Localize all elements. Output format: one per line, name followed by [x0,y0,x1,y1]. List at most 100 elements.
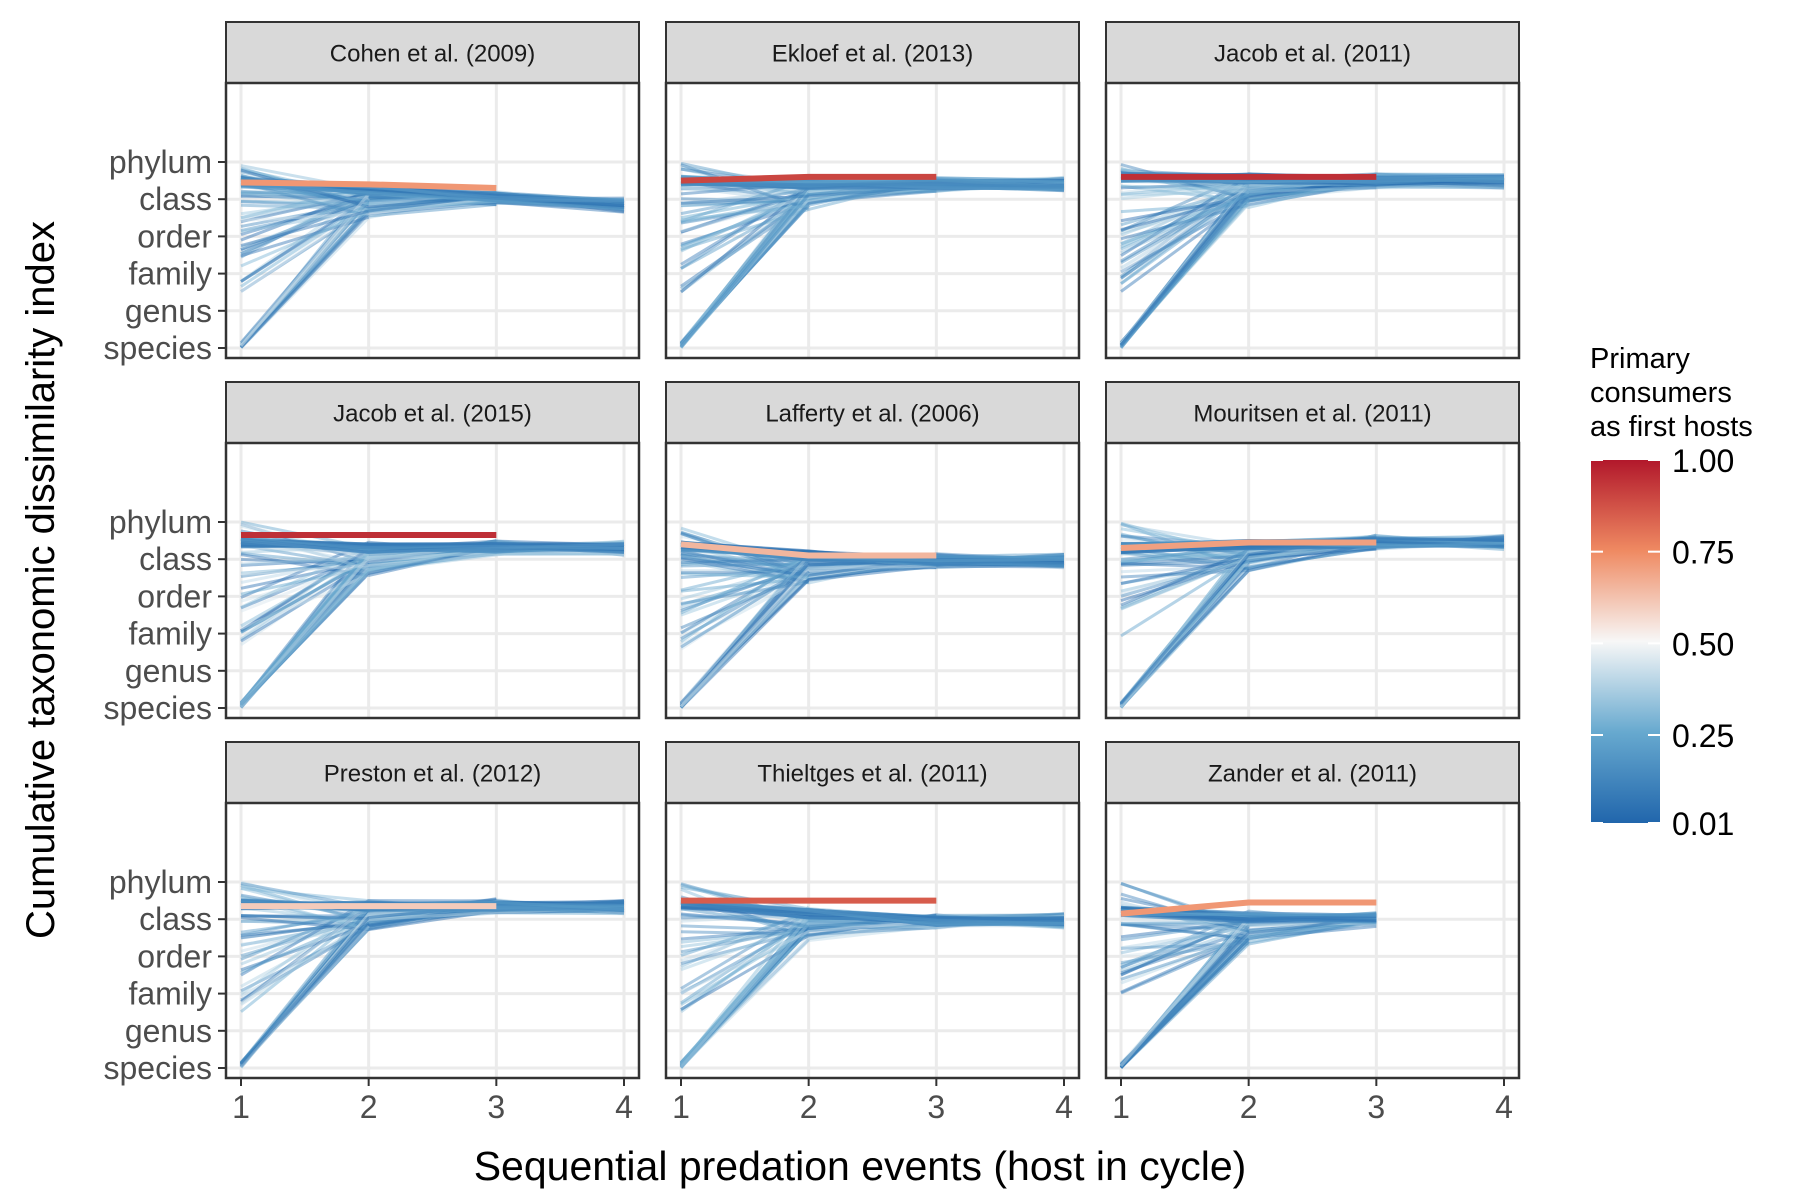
series-line [240,909,497,934]
series-line [240,552,370,628]
series-line [239,541,370,705]
series-line [1119,183,1377,349]
series-line [679,186,810,344]
series-line [680,883,937,925]
series-line [239,545,497,707]
series-line [1120,185,1505,197]
series-line [1119,200,1250,346]
series-line [679,928,810,1065]
series-line [680,552,809,584]
series-line [679,918,810,1067]
series-lines [1119,521,1505,709]
y-tick-label: family [128,616,212,652]
legend-label: 0.25 [1672,718,1734,754]
series-lines [239,164,625,350]
series-line [680,562,937,638]
legend-label: 0.50 [1672,626,1734,662]
series-line [1120,545,1377,570]
series-line [1119,929,1250,1067]
series-line [1119,562,1250,706]
series-line [679,185,937,344]
series-line [1119,185,1377,346]
series-line [239,563,370,706]
series-line [240,553,497,576]
series-line [240,539,625,555]
y-tick-label: order [137,938,212,974]
series-line [240,917,369,923]
series-line [240,552,625,566]
series-line [680,187,937,196]
series-line [240,194,497,236]
series-line [679,925,810,1068]
series-line [1120,174,1250,278]
series-line [679,570,810,707]
series-line [240,181,497,218]
series-line [680,572,809,579]
series-line [1120,548,1250,607]
series-line [680,554,937,585]
series-line [679,558,810,705]
series-line [1120,919,1377,995]
series-line [1119,915,1377,1068]
x-tick-label: 4 [1055,1089,1073,1125]
series-line [679,571,810,708]
series-line [239,909,497,1067]
series-line [1119,928,1250,1066]
series-line [240,909,369,937]
series-line [680,572,810,630]
series-line [239,544,370,707]
series-line [239,186,370,349]
series-line [1119,189,1250,347]
facet-panel: Ekloef et al. (2013) [664,21,1081,360]
facet-strip [225,381,640,444]
series-line [239,916,370,1064]
series-line [240,201,370,288]
series-line [680,576,809,593]
series-line [240,190,370,283]
series-line [1120,554,1249,566]
panel-border [664,801,1081,1080]
series-line [240,215,370,258]
series-line [679,920,810,1066]
series-line [240,200,369,228]
series-line [240,190,497,211]
series-line [240,199,370,283]
series-line [239,911,370,1068]
series-line [1120,180,1250,246]
series-lines [679,161,1065,349]
x-axis-title: Sequential predation events (host in cyc… [474,1143,1247,1189]
series-line [1119,932,1250,1067]
series-lines [1119,163,1505,349]
x-tick-label: 4 [1495,1089,1513,1125]
series-line [239,907,370,1066]
series-line [1120,560,1250,593]
series-line [1120,921,1377,981]
facet-strip [1105,741,1520,804]
series-line [239,556,370,708]
series-line [239,923,370,1068]
series-line [680,919,937,995]
plot-area [666,83,1079,358]
series-line [679,929,810,1069]
plot-area [666,443,1079,718]
series-line [1120,182,1249,196]
series-line [240,543,370,641]
series-line [1119,182,1250,348]
series-line [679,178,810,349]
series-line [679,564,1065,709]
series-line [1120,552,1249,564]
x-tick-label: 4 [615,1089,633,1125]
series-line [1119,916,1250,1068]
series-line [1120,918,1377,994]
facet-panel: Lafferty et al. (2006) [664,381,1081,720]
series-line [680,558,937,646]
series-line [680,917,810,963]
series-line [679,200,810,345]
series-line [239,924,370,1068]
series-line [680,196,810,248]
y-tick-label: genus [125,653,212,689]
series-line [240,910,497,966]
series-line [680,187,809,216]
panel-border [224,441,641,720]
series-line [239,909,370,1068]
